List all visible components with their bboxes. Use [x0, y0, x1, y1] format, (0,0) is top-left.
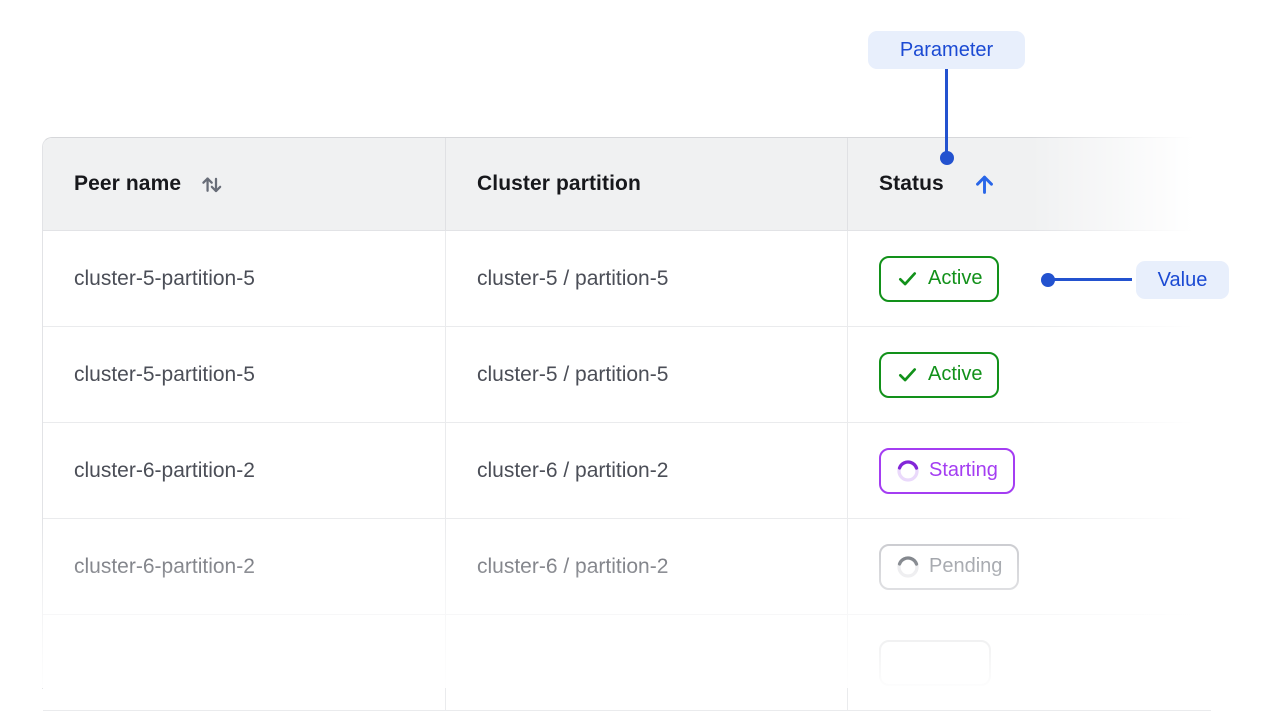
table-header-row: Peer name Cluster partition Status — [43, 138, 1211, 231]
peer-name-text: cluster-5-partition-5 — [74, 266, 255, 290]
cell-peer-name: cluster-5-partition-5 — [43, 327, 446, 422]
peer-name-text: cluster-6-partition-2 — [74, 554, 255, 578]
value-callout-label: Value — [1157, 268, 1208, 291]
page: { "annotations": { "parameter_label": "P… — [0, 31, 1272, 711]
column-header-peer-name-label: Peer name — [74, 172, 182, 195]
cell-status: Starting — [848, 423, 1211, 518]
cell-cluster-partition: cluster-5 / partition-5 — [446, 327, 848, 422]
parameter-callout-label: Parameter — [899, 38, 994, 61]
parameter-callout-pill: Parameter — [868, 31, 1025, 69]
cell-cluster-partition: cluster-6 / partition-2 — [446, 423, 848, 518]
cell-cluster-partition: cluster-5 / partition-5 — [446, 231, 848, 326]
cell-peer-name: cluster-6-partition-2 — [43, 519, 446, 614]
peer-name-text: cluster-5-partition-5 — [74, 362, 255, 386]
status-badge: Pending — [879, 543, 1020, 590]
arrow-up-icon[interactable] — [971, 171, 998, 198]
parameter-connector-dot — [940, 151, 954, 165]
table-row: cluster-6-partition-2 cluster-6 / partit… — [43, 519, 1211, 615]
cluster-partition-text: cluster-6 / partition-2 — [477, 458, 669, 482]
status-label: Active — [928, 363, 983, 385]
cluster-partition-text: cluster-5 / partition-5 — [477, 362, 669, 386]
cell-status: Active — [848, 231, 1211, 326]
status-badge — [879, 639, 991, 686]
column-header-status-label: Status — [879, 172, 944, 195]
cluster-partition-text: cluster-6 / partition-2 — [477, 554, 669, 578]
cell-peer-name — [43, 615, 446, 710]
column-header-cluster-partition: Cluster partition — [446, 138, 848, 230]
status-badge: Active — [879, 255, 1000, 302]
cell-cluster-partition — [446, 615, 848, 710]
spinner-icon — [896, 459, 920, 483]
table-row: cluster-6-partition-2 cluster-6 / partit… — [43, 423, 1211, 519]
cluster-partition-text: cluster-5 / partition-5 — [477, 266, 669, 290]
table-row: cluster-5-partition-5 cluster-5 / partit… — [43, 231, 1211, 327]
table-row — [43, 615, 1211, 711]
status-label: Starting — [929, 459, 998, 481]
status-badge: Active — [879, 351, 1000, 398]
value-connector-dot — [1041, 273, 1055, 287]
table-row: cluster-5-partition-5 cluster-5 / partit… — [43, 327, 1211, 423]
value-connector-line — [1053, 278, 1132, 281]
check-icon — [896, 267, 919, 290]
status-badge: Starting — [879, 447, 1015, 494]
peers-table: Peer name Cluster partition Status clust… — [42, 137, 1211, 711]
cell-peer-name: cluster-6-partition-2 — [43, 423, 446, 518]
cell-status: Pending — [848, 519, 1211, 614]
cell-peer-name: cluster-5-partition-5 — [43, 231, 446, 326]
column-header-peer-name[interactable]: Peer name — [43, 138, 446, 230]
spinner-icon — [896, 555, 920, 579]
cell-status: Active — [848, 327, 1211, 422]
column-header-status[interactable]: Status — [848, 138, 1211, 230]
parameter-connector-line — [945, 69, 948, 152]
cell-cluster-partition: cluster-6 / partition-2 — [446, 519, 848, 614]
status-label: Pending — [929, 555, 1003, 577]
peer-name-text: cluster-6-partition-2 — [74, 458, 255, 482]
value-callout-pill: Value — [1136, 261, 1229, 299]
sort-both-icon[interactable] — [198, 171, 225, 198]
check-icon — [896, 363, 919, 386]
column-header-cluster-partition-label: Cluster partition — [477, 172, 641, 195]
table-body: cluster-5-partition-5 cluster-5 / partit… — [43, 231, 1211, 711]
status-label: Active — [928, 267, 983, 289]
cell-status — [848, 615, 1211, 710]
